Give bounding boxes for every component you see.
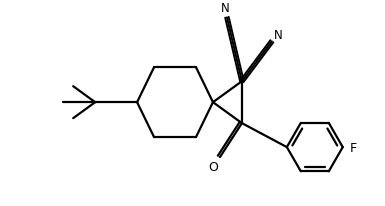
Text: F: F bbox=[350, 141, 357, 154]
Text: N: N bbox=[221, 2, 229, 15]
Text: N: N bbox=[273, 29, 282, 42]
Text: O: O bbox=[208, 160, 218, 173]
